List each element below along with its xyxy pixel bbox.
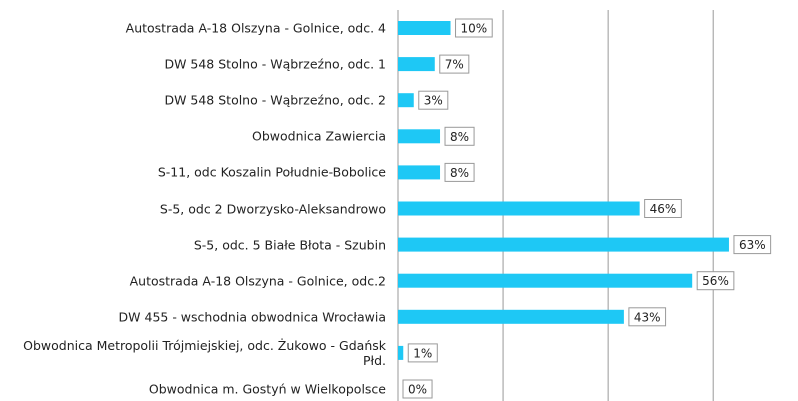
bar xyxy=(398,237,729,252)
value-label: 63% xyxy=(739,238,766,252)
value-label: 43% xyxy=(634,310,661,324)
category-label: Obwodnica Zawiercia xyxy=(252,128,386,144)
value-label-box xyxy=(407,343,438,363)
bar xyxy=(398,129,441,144)
category-label: Autostrada A-18 Olszyna - Golnice, odc. … xyxy=(125,20,386,36)
category-label: S-5, odc 2 Dworzysko-Aleksandrowo xyxy=(159,201,386,216)
bar xyxy=(398,57,435,72)
value-label-box xyxy=(402,379,433,399)
value-label: 56% xyxy=(702,274,729,288)
value-label-box xyxy=(418,90,449,110)
value-label: 1% xyxy=(413,346,432,360)
value-label-box xyxy=(439,54,470,74)
bar xyxy=(398,165,441,180)
bar xyxy=(398,201,640,216)
category-label: S-11, odc Koszalin Południe-Bobolice xyxy=(157,164,386,180)
value-label: 7% xyxy=(445,58,464,72)
bar xyxy=(398,21,451,35)
value-label-box xyxy=(455,18,493,38)
value-label: 8% xyxy=(450,166,469,180)
bar xyxy=(398,345,404,360)
value-label: 10% xyxy=(461,22,488,36)
value-label-box xyxy=(444,126,475,146)
bar xyxy=(398,93,414,108)
value-label-box xyxy=(733,235,772,255)
value-label: 8% xyxy=(450,130,469,144)
category-label: Obwodnica m. Gostyń w Wielkopolsce xyxy=(148,381,386,397)
value-label-box xyxy=(444,162,475,182)
value-label-box xyxy=(644,199,682,218)
value-label: 0% xyxy=(408,383,427,397)
value-label: 3% xyxy=(424,94,443,108)
category-label: S-5, odc. 5 Białe Błota - Szubin xyxy=(193,237,386,253)
bar xyxy=(398,309,624,324)
category-label: DW 455 - wschodnia obwodnica Wrocławia xyxy=(118,309,386,325)
value-label: 46% xyxy=(650,202,677,216)
category-label: DW 548 Stolno - Wąbrzeźno, odc. 2 xyxy=(164,92,386,108)
bar xyxy=(398,273,693,288)
value-label-box xyxy=(696,271,735,291)
category-label: DW 548 Stolno - Wąbrzeźno, odc. 1 xyxy=(164,56,386,72)
category-label: Autostrada A-18 Olszyna - Golnice, odc.2 xyxy=(129,273,386,289)
value-label-box xyxy=(628,307,667,327)
category-label: Obwodnica Metropolii Trójmiejskiej, odc.… xyxy=(23,337,386,368)
